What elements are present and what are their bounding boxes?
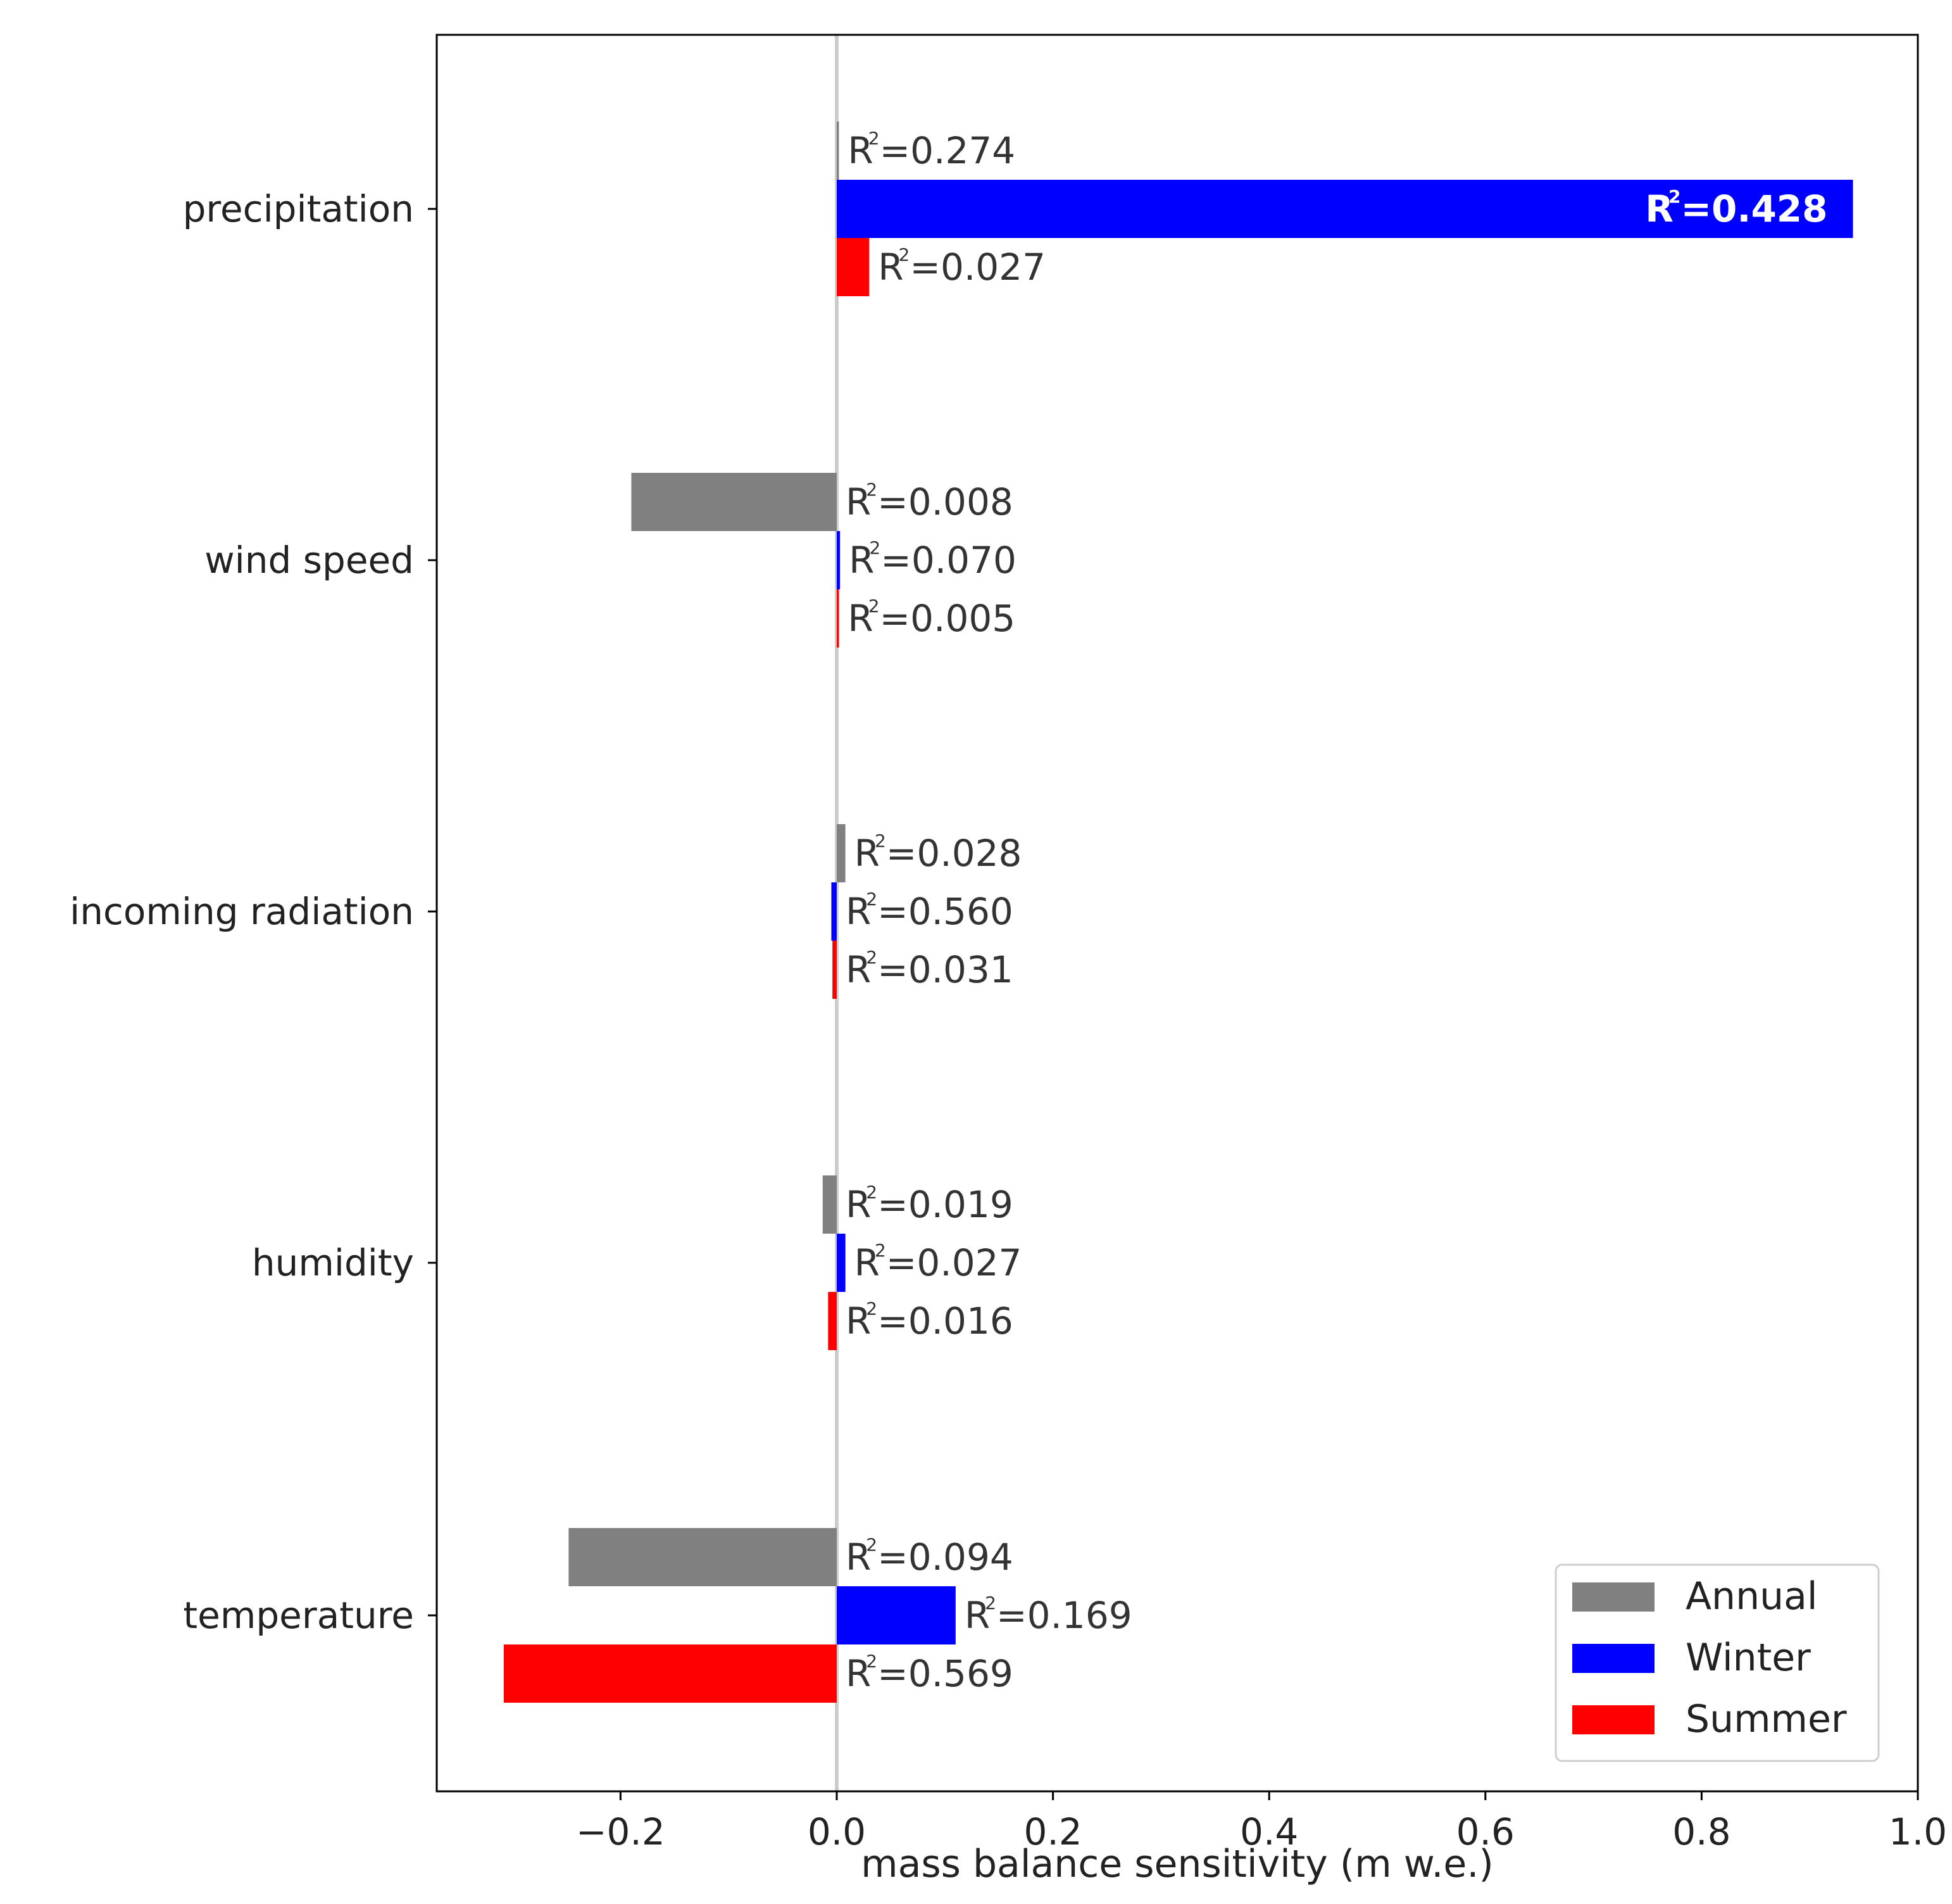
- bar-winter-precipitation: [836, 180, 1853, 238]
- x-tick-label: 0.8: [1672, 1810, 1730, 1853]
- legend-label-annual: Annual: [1686, 1574, 1818, 1619]
- r2-label: R2=0.274: [848, 128, 1015, 172]
- bar-winter-temperature: [836, 1586, 956, 1644]
- r2-label: R2=0.070: [849, 537, 1017, 582]
- bar-annual-precipitation: [836, 122, 839, 180]
- bar-summer-incoming-radiation: [832, 941, 837, 999]
- y-tick-label: incoming radiation: [70, 890, 414, 933]
- r2-label: R2=0.008: [846, 479, 1013, 523]
- bar-summer-temperature: [503, 1644, 837, 1703]
- legend: Annual Winter Summer: [1555, 1563, 1880, 1762]
- y-tick-label: humidity: [252, 1241, 414, 1284]
- r2-label: R2=0.169: [965, 1593, 1132, 1637]
- legend-swatch-winter: [1572, 1644, 1655, 1673]
- legend-swatch-annual: [1572, 1582, 1655, 1612]
- bar-annual-incoming-radiation: [836, 824, 846, 882]
- r2-label: R2=0.027: [878, 244, 1046, 289]
- r2-label: R2=0.560: [846, 889, 1013, 933]
- axes-frame: [435, 34, 1919, 1793]
- y-tick-label: temperature: [183, 1594, 414, 1637]
- x-axis: −0.2 0.0 0.2 0.4 0.6 0.8 1.0: [576, 1791, 1947, 1853]
- legend-label-summer: Summer: [1686, 1697, 1847, 1741]
- r2-label: R2=0.428: [1645, 186, 1827, 230]
- y-axis: precipitation wind speed incoming radiatio…: [70, 187, 437, 1637]
- x-tick-label: 0.2: [1023, 1810, 1082, 1853]
- bar-annual-temperature: [568, 1528, 837, 1586]
- bar-annual-wind-speed: [631, 473, 837, 531]
- r2-label: R2=0.027: [854, 1240, 1022, 1284]
- x-axis-title: mass balance sensitivity (m w.e.): [861, 1842, 1494, 1886]
- bar-labels: R2=0.274 R2=0.008 R2=0.028 R2=0.019 R2=0.094…: [846, 128, 1828, 1695]
- r2-label: R2=0.031: [846, 947, 1013, 991]
- bar-winter-incoming-radiation: [831, 882, 837, 941]
- bar-summer-precipitation: [836, 238, 870, 296]
- r2-label: R2=0.569: [846, 1651, 1013, 1695]
- r2-label: R2=0.005: [848, 596, 1015, 640]
- y-tick-label: precipitation: [183, 187, 414, 230]
- x-tick-label: 0.6: [1456, 1810, 1515, 1853]
- bar-winter-humidity: [836, 1234, 846, 1292]
- legend-swatch-summer: [1572, 1705, 1655, 1734]
- r2-label: R2=0.094: [846, 1534, 1013, 1579]
- bar-annual-humidity: [822, 1175, 837, 1234]
- legend-label-winter: Winter: [1686, 1636, 1811, 1680]
- x-tick-label: −0.2: [576, 1810, 665, 1853]
- y-tick-label: wind speed: [204, 539, 414, 582]
- bar-summer-humidity: [828, 1292, 837, 1350]
- bar-summer-wind-speed: [836, 589, 839, 648]
- r2-label: R2=0.016: [846, 1298, 1013, 1343]
- x-tick-label: 0.0: [808, 1810, 866, 1853]
- bar-winter-wind-speed: [836, 531, 841, 589]
- bars: [503, 122, 1853, 1703]
- r2-label: R2=0.028: [854, 830, 1022, 875]
- r2-label: R2=0.019: [846, 1182, 1013, 1226]
- x-tick-label: 0.4: [1240, 1810, 1298, 1853]
- x-tick-label: 1.0: [1889, 1810, 1947, 1853]
